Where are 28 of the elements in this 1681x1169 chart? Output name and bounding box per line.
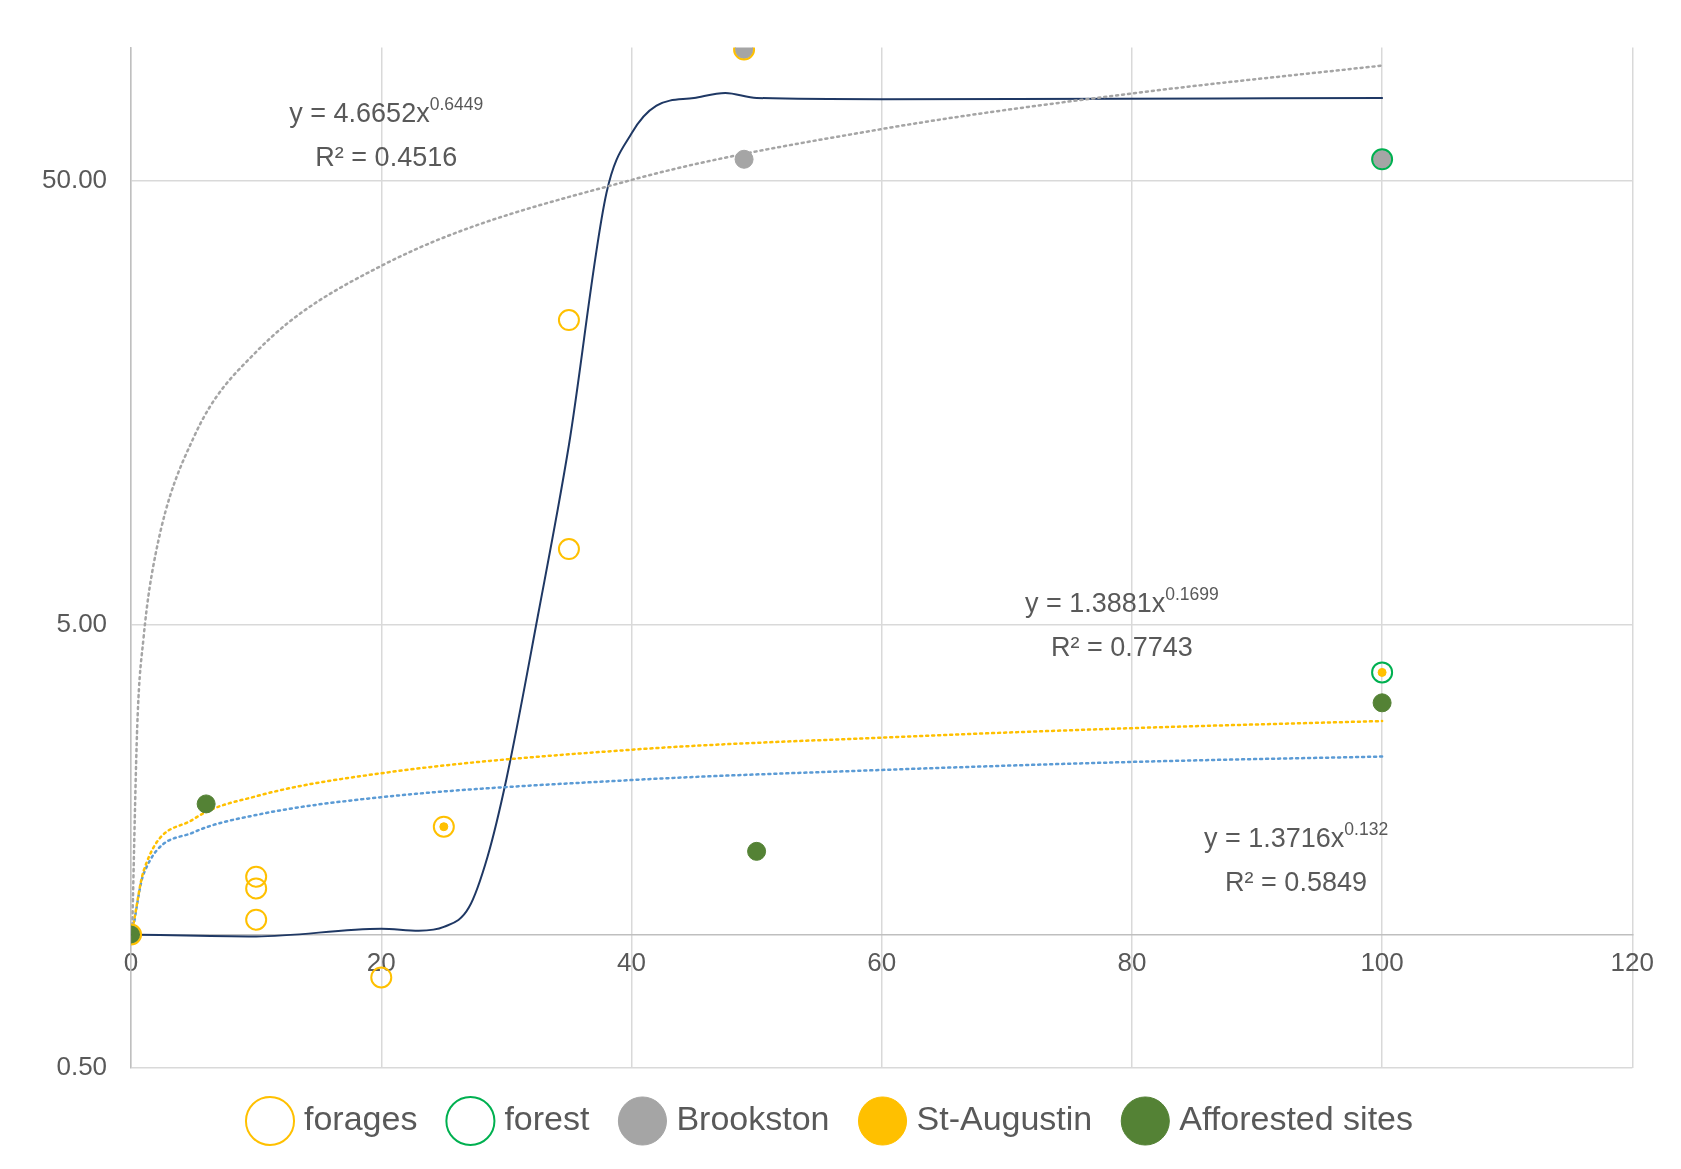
x-tick-label: 0 (123, 947, 139, 978)
annotation: R² = 0.4516 (315, 142, 458, 173)
x-tick-label: 60 (867, 947, 897, 978)
legend-label: Afforested sites (1179, 1099, 1413, 1138)
x-tick-label: 40 (617, 947, 646, 978)
point (1372, 693, 1392, 713)
legend-label: forages (304, 1099, 418, 1138)
y-tick-label: 5.00 (56, 607, 108, 638)
x-tick-label: 100 (1360, 947, 1404, 978)
point (734, 149, 754, 169)
point (557, 538, 580, 561)
y-tick-label: 0.50 (56, 1051, 108, 1082)
point (245, 865, 268, 888)
point (557, 309, 580, 332)
annotation: R² = 0.5849 (1225, 866, 1367, 897)
annotation: R² = 0.7743 (1050, 632, 1193, 663)
point (747, 841, 767, 861)
legend-label: Brookston (676, 1099, 830, 1138)
x-tick-label: 120 (1610, 947, 1655, 978)
y-tick-label: 50.00 (41, 164, 108, 195)
point (245, 908, 268, 931)
x-tick-label: 80 (1117, 947, 1147, 978)
point (196, 794, 216, 814)
legend-label: St-Augustin (916, 1099, 1093, 1138)
point (1371, 661, 1394, 684)
legend-label: forest (504, 1099, 590, 1138)
point (432, 815, 455, 838)
point (245, 877, 268, 900)
